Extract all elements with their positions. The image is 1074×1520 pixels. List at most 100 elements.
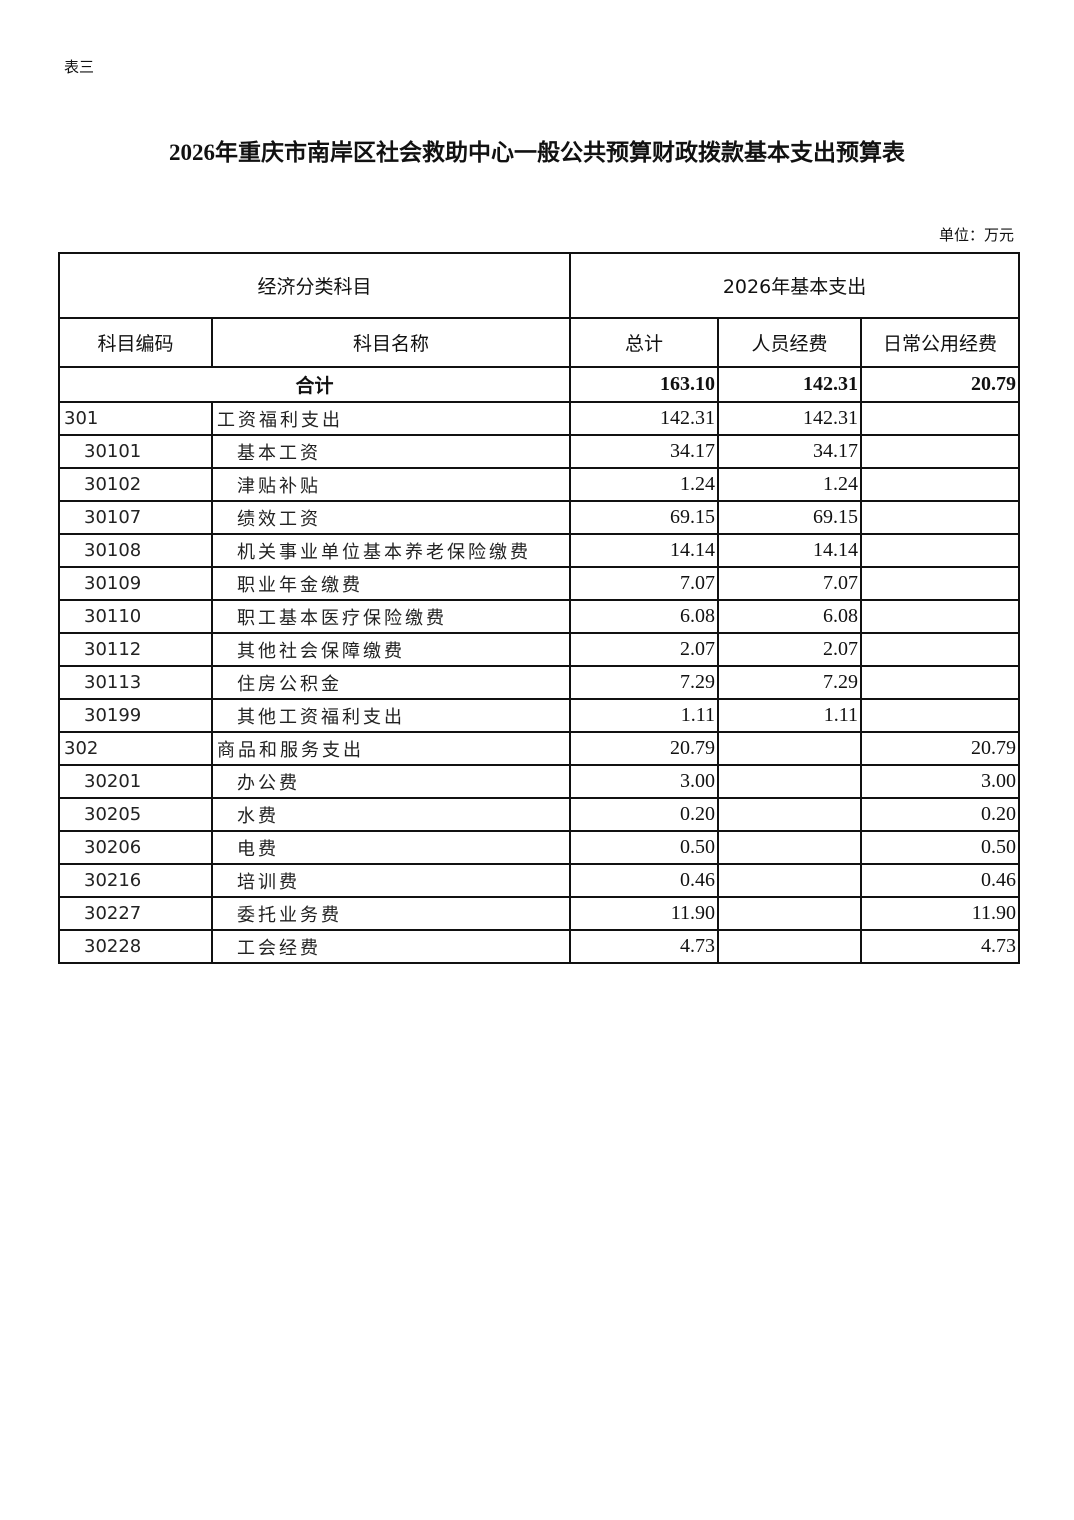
cell-total: 1.24	[569, 467, 720, 502]
header-code: 科目编码	[58, 317, 213, 368]
table-row: 30227 委托业务费 11.90 11.90	[58, 896, 1021, 931]
cell-personnel: 69.15	[717, 500, 863, 535]
cell-total: 11.90	[569, 896, 720, 931]
cell-total: 4.73	[569, 929, 720, 964]
table-row: 30112 其他社会保障缴费 2.07 2.07	[58, 632, 1021, 667]
cell-name: 工会经费	[210, 929, 572, 964]
cell-total: 0.20	[569, 797, 720, 832]
cell-code: 302	[58, 731, 213, 766]
cell-code: 30201	[58, 764, 213, 799]
group-header-basic-expenditure: 2026年基本支出	[569, 252, 1021, 319]
header-name: 科目名称	[210, 317, 572, 368]
table-label: 表三	[64, 58, 95, 76]
cell-public	[860, 500, 1021, 535]
cell-total: 7.07	[569, 566, 720, 601]
cell-name: 津贴补贴	[210, 467, 572, 502]
cell-name: 培训费	[210, 863, 572, 898]
cell-personnel: 6.08	[717, 599, 863, 634]
group-header-economic-class: 经济分类科目	[57, 252, 572, 319]
cell-public	[860, 665, 1021, 700]
cell-total: 0.46	[569, 863, 720, 898]
table-row: 30205 水费 0.20 0.20	[58, 797, 1021, 832]
cell-code: 30101	[58, 434, 213, 469]
table-row: 30101 基本工资 34.17 34.17	[58, 434, 1021, 469]
cell-code: 30102	[58, 467, 213, 502]
cell-name: 职工基本医疗保险缴费	[210, 599, 572, 634]
cell-name: 电费	[210, 830, 572, 865]
cell-public	[860, 599, 1021, 634]
unit-label: 单位：万元	[938, 226, 1014, 244]
cell-public	[860, 401, 1021, 436]
total-personnel: 142.31	[717, 366, 863, 403]
cell-code: 30107	[58, 500, 213, 535]
cell-code: 30112	[58, 632, 213, 667]
cell-personnel: 7.07	[717, 566, 863, 601]
cell-total: 7.29	[569, 665, 720, 700]
table-row: 301 工资福利支出 142.31 142.31	[58, 401, 1021, 436]
cell-name: 其他社会保障缴费	[210, 632, 572, 667]
cell-total: 0.50	[569, 830, 720, 865]
table-row: 30113 住房公积金 7.29 7.29	[58, 665, 1021, 700]
table-row: 30206 电费 0.50 0.50	[58, 830, 1021, 865]
cell-code: 30216	[58, 863, 213, 898]
cell-code: 30109	[58, 566, 213, 601]
cell-personnel: 1.24	[717, 467, 863, 502]
cell-public	[860, 533, 1021, 568]
cell-personnel	[717, 797, 863, 832]
total-public: 20.79	[860, 366, 1021, 403]
cell-name: 水费	[210, 797, 572, 832]
cell-total: 34.17	[569, 434, 720, 469]
cell-personnel	[717, 764, 863, 799]
table-row: 30110 职工基本医疗保险缴费 6.08 6.08	[58, 599, 1021, 634]
cell-name: 工资福利支出	[210, 401, 572, 436]
cell-code: 30227	[58, 896, 213, 931]
cell-name: 商品和服务支出	[210, 731, 572, 766]
cell-personnel: 14.14	[717, 533, 863, 568]
cell-public: 20.79	[860, 731, 1021, 766]
cell-personnel: 142.31	[717, 401, 863, 436]
budget-table: 经济分类科目 2026年基本支出 科目编码 科目名称 总计 人员经费 日常公用经…	[57, 252, 1021, 964]
table-row: 302 商品和服务支出 20.79 20.79	[58, 731, 1021, 766]
table-row: 30201 办公费 3.00 3.00	[58, 764, 1021, 799]
cell-total: 3.00	[569, 764, 720, 799]
table-row: 30216 培训费 0.46 0.46	[58, 863, 1021, 898]
page-title: 2026年重庆市南岸区社会救助中心一般公共预算财政拨款基本支出预算表	[169, 140, 905, 165]
cell-personnel	[717, 731, 863, 766]
total-total: 163.10	[569, 366, 720, 403]
cell-name: 基本工资	[210, 434, 572, 469]
cell-total: 69.15	[569, 500, 720, 535]
cell-personnel	[717, 929, 863, 964]
table-row: 30102 津贴补贴 1.24 1.24	[58, 467, 1021, 502]
cell-total: 20.79	[569, 731, 720, 766]
cell-total: 1.11	[569, 698, 720, 733]
cell-name: 其他工资福利支出	[210, 698, 572, 733]
cell-public	[860, 632, 1021, 667]
cell-total: 14.14	[569, 533, 720, 568]
cell-name: 机关事业单位基本养老保险缴费	[210, 533, 572, 568]
table-row: 30107 绩效工资 69.15 69.15	[58, 500, 1021, 535]
cell-code: 30205	[58, 797, 213, 832]
table-row: 30109 职业年金缴费 7.07 7.07	[58, 566, 1021, 601]
cell-name: 绩效工资	[210, 500, 572, 535]
cell-total: 2.07	[569, 632, 720, 667]
table-row: 30108 机关事业单位基本养老保险缴费 14.14 14.14	[58, 533, 1021, 568]
cell-name: 办公费	[210, 764, 572, 799]
cell-code: 30110	[58, 599, 213, 634]
cell-name: 职业年金缴费	[210, 566, 572, 601]
cell-personnel	[717, 863, 863, 898]
cell-public: 0.46	[860, 863, 1021, 898]
cell-code: 30228	[58, 929, 213, 964]
header-total: 总计	[569, 317, 720, 368]
cell-public	[860, 467, 1021, 502]
table-row: 30228 工会经费 4.73 4.73	[58, 929, 1021, 964]
cell-public: 11.90	[860, 896, 1021, 931]
cell-public: 0.50	[860, 830, 1021, 865]
cell-total: 142.31	[569, 401, 720, 436]
cell-public: 4.73	[860, 929, 1021, 964]
header-public: 日常公用经费	[860, 317, 1021, 368]
cell-name: 委托业务费	[210, 896, 572, 931]
cell-personnel: 7.29	[717, 665, 863, 700]
cell-personnel	[717, 830, 863, 865]
cell-public: 0.20	[860, 797, 1021, 832]
cell-public	[860, 566, 1021, 601]
